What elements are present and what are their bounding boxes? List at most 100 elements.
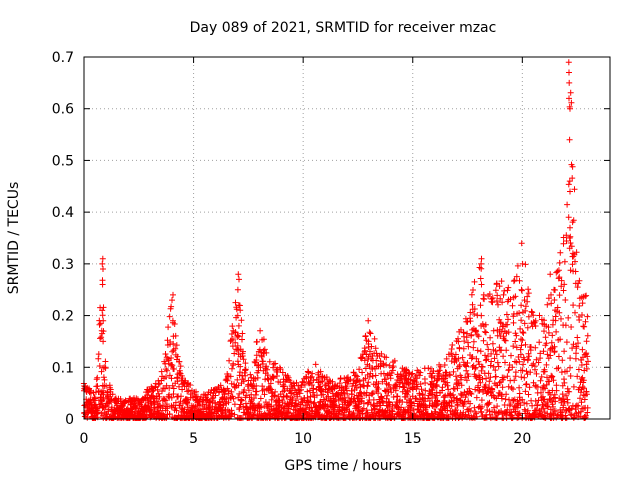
data-point <box>519 396 526 403</box>
data-point <box>560 240 567 247</box>
data-point <box>247 371 254 378</box>
data-point <box>100 304 107 311</box>
data-point <box>172 399 179 406</box>
data-point <box>408 371 415 378</box>
data-point <box>367 330 374 337</box>
data-point <box>464 330 471 337</box>
data-point <box>525 286 532 293</box>
data-point <box>479 363 486 370</box>
data-point <box>100 391 107 398</box>
data-point <box>523 381 530 387</box>
data-point <box>350 369 357 376</box>
data-point <box>386 382 393 388</box>
data-point <box>439 384 446 391</box>
data-point <box>544 410 551 417</box>
data-point <box>171 321 178 327</box>
data-point <box>522 388 529 395</box>
data-point <box>101 364 108 371</box>
data-point <box>170 340 177 347</box>
data-point <box>465 373 472 380</box>
data-point <box>383 354 390 361</box>
data-point <box>240 348 246 355</box>
data-point <box>274 369 281 375</box>
data-point <box>102 358 109 365</box>
grid-lines <box>84 57 610 419</box>
data-point <box>360 400 367 407</box>
data-point <box>162 397 169 404</box>
data-point <box>548 339 555 346</box>
data-point <box>384 392 391 399</box>
data-point <box>402 375 409 382</box>
data-point <box>236 390 243 397</box>
data-point <box>308 382 315 388</box>
data-point <box>169 348 176 355</box>
data-point <box>102 365 109 372</box>
data-point <box>240 389 247 396</box>
data-point <box>502 337 509 344</box>
data-point <box>552 398 559 405</box>
data-point <box>461 399 468 405</box>
data-point <box>254 374 261 381</box>
data-point <box>525 391 532 398</box>
data-point <box>305 369 312 376</box>
data-point <box>284 393 291 400</box>
chart-title: Day 089 of 2021, SRMTID for receiver mza… <box>190 20 497 36</box>
data-point <box>229 336 236 342</box>
data-point <box>168 394 175 401</box>
data-point <box>109 391 116 398</box>
data-point <box>581 385 587 392</box>
y-tick-label: 0.4 <box>52 205 74 221</box>
data-point <box>556 259 563 266</box>
data-point <box>550 403 556 410</box>
data-point <box>579 300 586 307</box>
data-point <box>372 372 379 379</box>
data-point <box>496 283 503 290</box>
data-point <box>478 322 485 329</box>
data-point <box>401 384 408 391</box>
data-point <box>503 347 510 354</box>
data-point <box>583 365 590 372</box>
data-point <box>523 368 530 375</box>
data-point <box>564 399 571 406</box>
data-point <box>573 402 580 409</box>
data-point <box>562 297 569 303</box>
data-point <box>477 348 484 355</box>
data-point <box>584 313 591 320</box>
data-point <box>454 385 461 392</box>
data-point <box>365 317 372 324</box>
data-point <box>513 273 520 280</box>
data-point <box>473 328 480 335</box>
data-point <box>450 368 457 375</box>
data-point <box>494 292 501 299</box>
data-point <box>584 332 591 339</box>
data-point <box>488 296 495 302</box>
data-point <box>462 411 469 418</box>
data-point <box>270 364 277 371</box>
data-point <box>477 302 484 309</box>
data-point <box>170 333 177 340</box>
data-point <box>84 414 91 421</box>
data-point <box>496 379 503 386</box>
data-point <box>97 335 103 342</box>
data-point <box>317 368 324 375</box>
data-point <box>520 361 527 368</box>
data-point <box>436 367 443 374</box>
data-point <box>566 388 573 395</box>
data-point <box>542 334 549 341</box>
data-point <box>583 292 590 299</box>
data-point <box>561 348 568 355</box>
data-point <box>511 403 518 410</box>
data-point <box>569 163 576 170</box>
data-point <box>242 367 249 374</box>
data-point <box>404 391 411 398</box>
data-point <box>529 362 535 369</box>
data-point <box>277 366 284 373</box>
data-point <box>232 339 239 346</box>
data-point <box>228 331 235 337</box>
data-point <box>478 255 485 262</box>
data-point <box>261 346 268 353</box>
data-point <box>257 327 264 334</box>
data-point <box>566 95 572 102</box>
data-point <box>354 373 361 380</box>
data-point <box>485 353 491 360</box>
